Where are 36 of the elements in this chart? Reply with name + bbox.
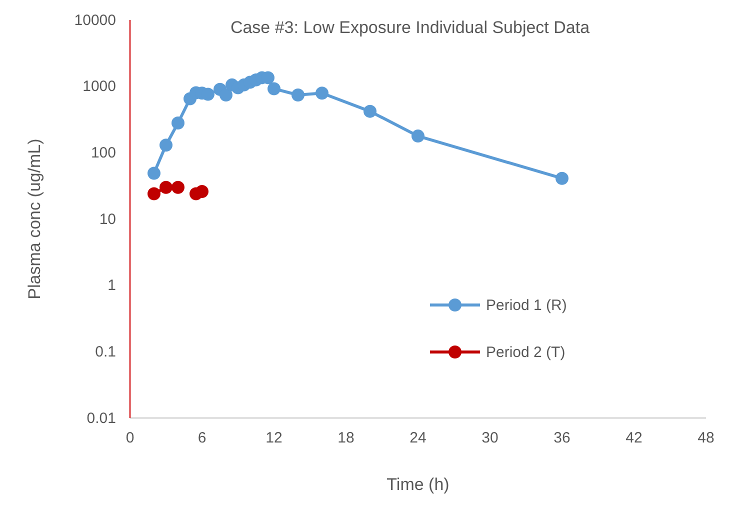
point [268, 82, 280, 96]
point [220, 88, 232, 102]
x-tick-label: 0 [126, 430, 134, 447]
x-axis-title: Time (h) [386, 475, 450, 494]
point [172, 180, 184, 194]
x-tick-label: 30 [482, 430, 498, 447]
point [160, 180, 172, 194]
point [196, 184, 208, 198]
x-tick-label: 42 [626, 430, 642, 447]
y-tick-label: 0.1 [95, 343, 116, 360]
y-tick-label: 10000 [74, 12, 116, 29]
point [412, 130, 424, 143]
x-tick-label: 48 [698, 430, 714, 447]
y-tick-label: 1000 [82, 78, 116, 96]
point [364, 104, 376, 118]
point [202, 88, 214, 101]
point [172, 116, 184, 130]
point [556, 172, 568, 185]
x-tick-label: 12 [266, 430, 282, 447]
y-axis-title: Plasma conc (ug/mL) [25, 138, 44, 300]
x-tick-label: 24 [410, 430, 426, 447]
y-tick-label: 1 [108, 277, 116, 294]
point [316, 86, 328, 100]
point [148, 166, 160, 180]
legend-label: Period 1 (R) [486, 297, 567, 314]
y-tick-label: 100 [90, 144, 116, 162]
chart-title: Case #3: Low Exposure Individual Subject Data [230, 18, 590, 37]
point [160, 138, 172, 152]
point [148, 187, 160, 200]
x-tick-label: 36 [554, 430, 570, 447]
x-tick-label: 18 [338, 430, 354, 447]
x-tick-label: 6 [198, 430, 206, 447]
y-tick-label: 0.01 [86, 410, 116, 427]
point [292, 88, 304, 102]
legend-label: Period 2 (T) [486, 344, 566, 361]
y-tick-label: 10 [99, 210, 116, 228]
